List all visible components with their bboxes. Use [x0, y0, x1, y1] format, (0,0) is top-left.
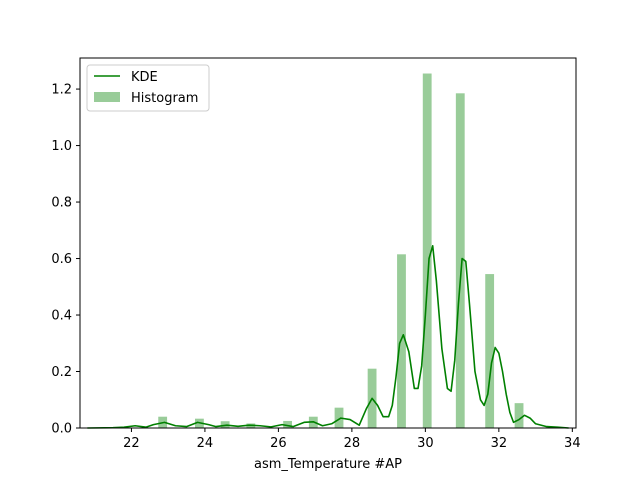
- x-tick-label: 22: [123, 436, 140, 451]
- legend-histogram-label: Histogram: [131, 91, 198, 106]
- legend: KDE Histogram: [86, 64, 210, 112]
- histogram-bar: [283, 420, 292, 428]
- x-tick-label: 26: [270, 436, 287, 451]
- histogram-bar: [334, 407, 344, 428]
- y-tick-label: 0.4: [51, 309, 72, 324]
- histogram-bar: [455, 93, 465, 428]
- x-tick-label: 34: [564, 436, 581, 451]
- x-tick-label: 28: [344, 436, 361, 451]
- histogram-bar: [422, 73, 432, 428]
- y-tick-label: 0.2: [51, 365, 72, 380]
- x-tick-label: 24: [197, 436, 214, 451]
- histogram-bar: [514, 403, 524, 428]
- histogram-bar: [485, 274, 495, 428]
- y-tick-label: 0.0: [51, 422, 72, 437]
- y-tick-label: 0.8: [51, 196, 72, 211]
- y-tick-label: 1.2: [51, 83, 72, 98]
- kde-line: [87, 245, 569, 429]
- y-tick-label: 0.6: [51, 252, 72, 267]
- kde-line-group: [87, 245, 569, 429]
- x-axis: 22 24 26 28 30 32 34: [123, 428, 581, 451]
- legend-kde-label: KDE: [131, 70, 158, 85]
- x-axis-label: asm_Temperature #AP: [254, 457, 402, 472]
- histogram-bar: [397, 254, 406, 428]
- y-axis: 0.0 0.2 0.4 0.6 0.8 1.0 1.2: [51, 83, 80, 437]
- plot-area: [80, 58, 576, 428]
- legend-histogram-swatch: [94, 92, 120, 102]
- plot-frame: [79, 57, 577, 429]
- x-tick-label: 32: [491, 436, 508, 451]
- y-tick-label: 1.0: [51, 139, 72, 154]
- x-tick-label: 30: [417, 436, 434, 451]
